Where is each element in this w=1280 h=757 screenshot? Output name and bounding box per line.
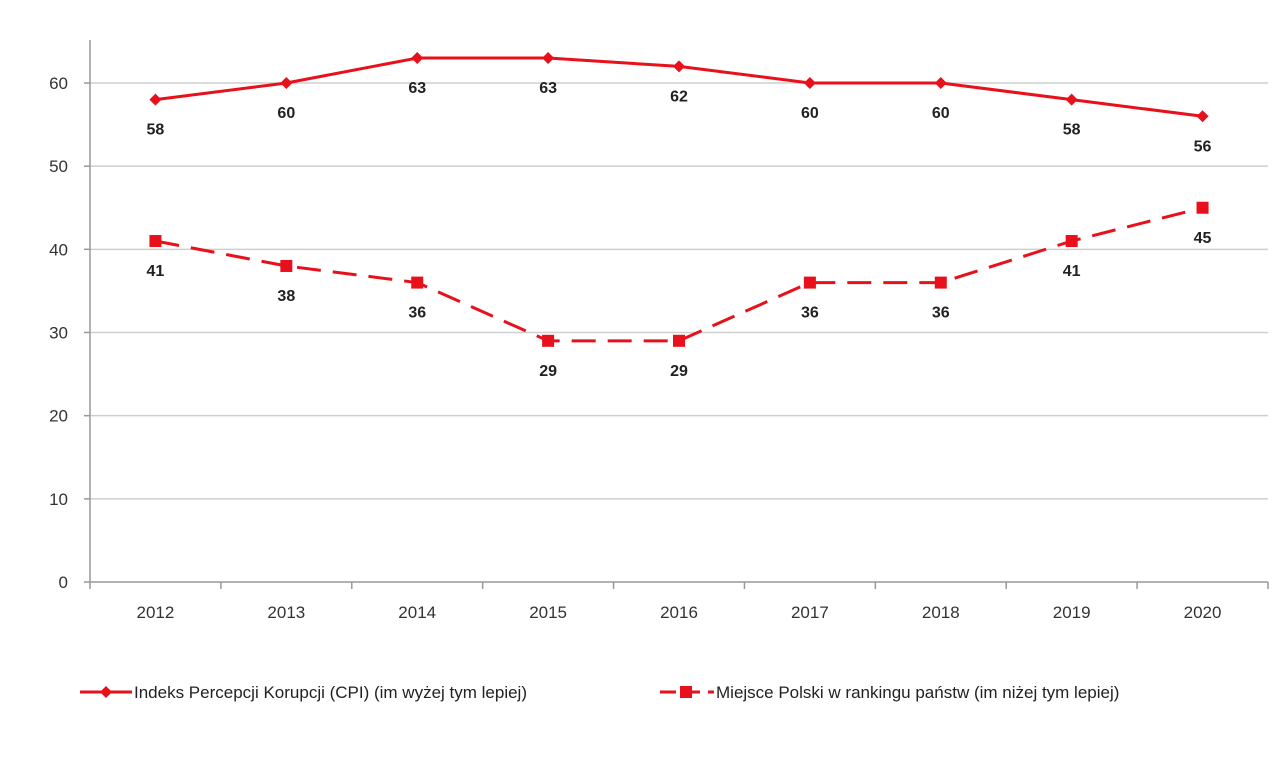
- data-label: 63: [539, 80, 557, 97]
- data-label: 60: [277, 105, 295, 122]
- data-point: [934, 276, 947, 289]
- data-label: 58: [1063, 122, 1081, 139]
- x-tick-label: 2013: [267, 603, 305, 622]
- data-point: [411, 276, 424, 289]
- data-label: 36: [932, 305, 950, 322]
- series-1: [149, 52, 1209, 123]
- y-tick-label: 0: [59, 573, 68, 592]
- data-point: [280, 259, 293, 272]
- legend-marker-square: [680, 686, 692, 698]
- legend-item-cpi: Indeks Percepcji Korupcji (CPI) (im wyże…: [80, 683, 527, 702]
- x-tick-label: 2014: [398, 603, 436, 622]
- data-label: 38: [277, 288, 295, 305]
- axes: [89, 40, 1268, 583]
- data-label: 63: [408, 80, 426, 97]
- data-point: [803, 77, 816, 89]
- y-tick-label: 30: [49, 324, 68, 343]
- y-tick-label: 20: [49, 407, 68, 426]
- data-point: [542, 52, 555, 65]
- data-point: [803, 276, 816, 289]
- y-tick-label: 10: [49, 490, 68, 509]
- y-tick-label: 50: [49, 157, 68, 176]
- data-point: [149, 235, 162, 248]
- y-tick-label: 60: [49, 74, 68, 93]
- x-tick-label: 2019: [1053, 603, 1091, 622]
- x-tick-label: 2017: [791, 603, 829, 622]
- data-point: [280, 77, 293, 89]
- data-point: [1065, 235, 1078, 248]
- y-tick-label: 40: [49, 240, 68, 259]
- legend-item-ranking: Miejsce Polski w rankingu państw (im niż…: [660, 683, 1119, 702]
- legend-label: Indeks Percepcji Korupcji (CPI) (im wyże…: [134, 683, 527, 702]
- data-point: [934, 77, 947, 89]
- grid-lines: [90, 82, 1268, 500]
- data-labels: 58 60 63 63 62 60 60 58 56 41 38 36 29 29 36 36 41 45: [147, 80, 1212, 380]
- data-point: [542, 334, 555, 347]
- data-label: 56: [1194, 138, 1212, 155]
- x-axis-ticks: 2012 2013 2014 2015 2016 2017 2018 2019 2020: [89, 582, 1269, 622]
- legend: Indeks Percepcji Korupcji (CPI) (im wyże…: [80, 683, 1119, 702]
- x-tick-label: 2015: [529, 603, 567, 622]
- data-point: [1196, 201, 1209, 214]
- x-tick-label: 2016: [660, 603, 698, 622]
- legend-marker-diamond: [100, 686, 112, 698]
- data-point: [1196, 110, 1209, 123]
- series-2: [149, 201, 1209, 347]
- data-label: 45: [1194, 230, 1212, 247]
- data-point: [149, 93, 162, 106]
- data-point: [673, 334, 685, 347]
- series-line: [155, 206, 1203, 343]
- data-label: 60: [801, 105, 819, 122]
- legend-label: Miejsce Polski w rankingu państw (im niż…: [716, 683, 1119, 702]
- data-label: 60: [932, 105, 950, 122]
- data-label: 58: [147, 122, 165, 139]
- data-point: [673, 60, 685, 73]
- x-tick-label: 2012: [137, 603, 175, 622]
- data-label: 41: [147, 263, 165, 280]
- data-label: 62: [670, 88, 688, 105]
- data-label: 29: [670, 363, 688, 380]
- data-label: 41: [1063, 263, 1081, 280]
- x-tick-label: 2018: [922, 603, 960, 622]
- series-layer: [149, 52, 1209, 347]
- data-label: 36: [801, 305, 819, 322]
- data-point: [411, 52, 424, 65]
- data-point: [1065, 93, 1078, 106]
- x-tick-label: 2020: [1184, 603, 1222, 622]
- data-label: 29: [539, 363, 557, 380]
- data-label: 36: [408, 305, 426, 322]
- y-axis-ticks: 0 10 20 30 40 50 60: [49, 74, 90, 592]
